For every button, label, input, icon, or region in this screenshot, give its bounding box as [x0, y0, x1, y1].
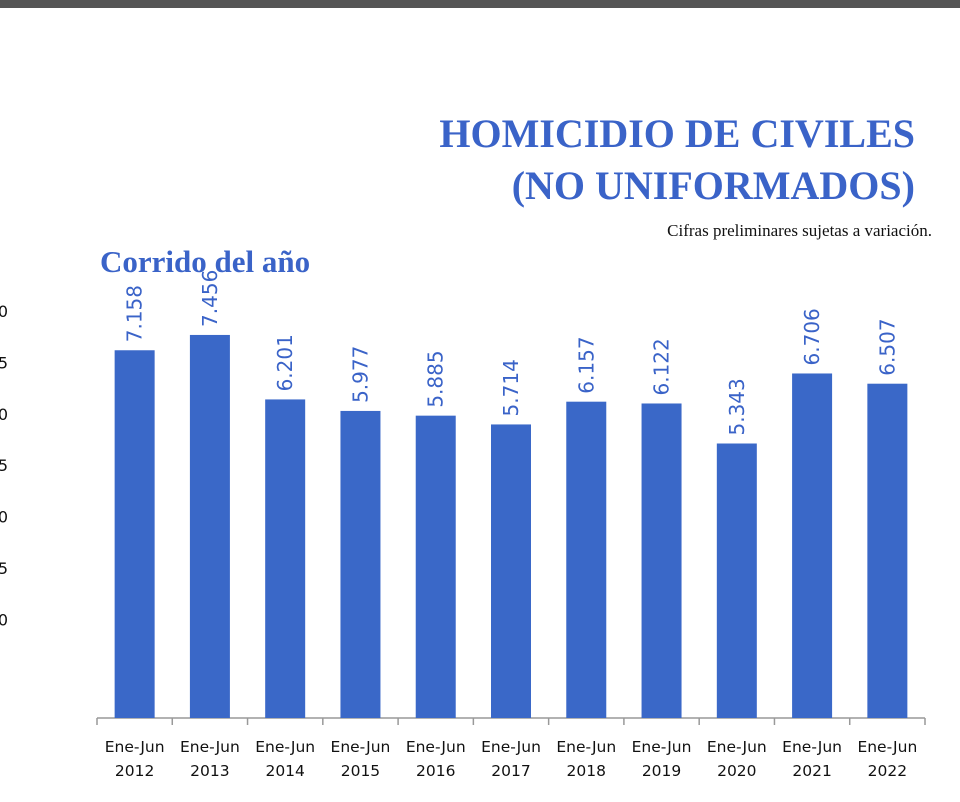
- x-tick-label-line: Ene-Jun: [782, 738, 842, 756]
- x-tick-label-line: Ene-Jun: [406, 738, 466, 756]
- y-tick-label: 0: [0, 610, 8, 629]
- x-tick-label: Ene-Jun 2013: [180, 738, 240, 780]
- x-tick-label-line: Ene-Jun: [556, 738, 616, 756]
- x-tick-label-line: 2019: [642, 762, 681, 780]
- data-label: 6.122: [650, 338, 674, 395]
- data-label: 5.885: [424, 350, 448, 407]
- bar: [340, 410, 381, 718]
- bar: [641, 403, 682, 718]
- x-tick-label: Ene-Jun 2018: [556, 738, 616, 780]
- y-tick-label: 5: [0, 456, 8, 475]
- bar: [867, 383, 908, 718]
- y-tick-label: 5: [0, 353, 8, 372]
- x-tick-label: Ene-Jun 2012: [105, 738, 165, 780]
- x-tick-label-line: 2017: [491, 762, 530, 780]
- x-tick-label-line: Ene-Jun: [180, 738, 240, 756]
- data-label: 6.507: [875, 318, 899, 375]
- x-tick-label-line: Ene-Jun: [857, 738, 917, 756]
- data-label: 6.706: [800, 308, 824, 365]
- x-tick-label-line: 2016: [416, 762, 455, 780]
- x-tick-label: Ene-Jun 2016: [406, 738, 466, 780]
- x-tick-label: Ene-Jun 2015: [331, 738, 391, 780]
- data-label: 5.343: [725, 378, 749, 435]
- bar: [716, 443, 757, 718]
- x-tick-label-line: 2013: [190, 762, 229, 780]
- x-tick-label-line: 2018: [567, 762, 606, 780]
- data-label: 7.158: [123, 285, 147, 342]
- x-tick-label-line: 2014: [265, 762, 304, 780]
- x-tick-label-line: Ene-Jun: [707, 738, 767, 756]
- bar: [566, 401, 607, 718]
- x-tick-label-line: Ene-Jun: [632, 738, 692, 756]
- x-tick-label-line: 2012: [115, 762, 154, 780]
- annotation: Corrido del año: [100, 244, 310, 279]
- bar: [792, 373, 833, 718]
- window-bar: [0, 0, 960, 8]
- x-tick-label-line: 2020: [717, 762, 756, 780]
- y-tick-label: 0: [0, 508, 8, 527]
- x-tick-label: Ene-Jun 2017: [481, 738, 541, 780]
- x-tick-label-line: 2015: [341, 762, 380, 780]
- y-tick-label: 0: [0, 302, 8, 321]
- y-tick-label: 0: [0, 405, 8, 424]
- x-tick-label: Ene-Jun 2020: [707, 738, 767, 780]
- x-tick-label: Ene-Jun 2014: [255, 738, 315, 780]
- bar: [114, 350, 155, 718]
- data-label: 6.201: [273, 334, 297, 391]
- x-tick-label: Ene-Jun 2019: [632, 738, 692, 780]
- chart-title: (NO UNIFORMADOS): [512, 163, 915, 208]
- bar: [415, 415, 456, 718]
- data-label: 5.977: [348, 346, 372, 403]
- chart-title: HOMICIDIO DE CIVILES: [439, 111, 915, 156]
- bar: [265, 399, 306, 718]
- data-label: 5.714: [499, 359, 523, 416]
- bar: [491, 424, 531, 718]
- data-label: 6.157: [574, 336, 598, 393]
- x-tick-label-line: Ene-Jun: [331, 738, 391, 756]
- x-tick-label-line: Ene-Jun: [105, 738, 165, 756]
- x-tick-label-line: Ene-Jun: [255, 738, 315, 756]
- chart-subtitle: Cifras preliminares sujetas a variación.: [667, 221, 932, 240]
- data-label: 7.456: [198, 270, 222, 327]
- x-tick-label-line: Ene-Jun: [481, 738, 541, 756]
- y-tick-label: 5: [0, 559, 8, 578]
- x-tick-label-line: 2022: [868, 762, 907, 780]
- x-tick-label-line: 2021: [792, 762, 831, 780]
- bar: [189, 334, 230, 718]
- x-tick-label: Ene-Jun 2022: [857, 738, 917, 780]
- x-tick-label: Ene-Jun 2021: [782, 738, 842, 780]
